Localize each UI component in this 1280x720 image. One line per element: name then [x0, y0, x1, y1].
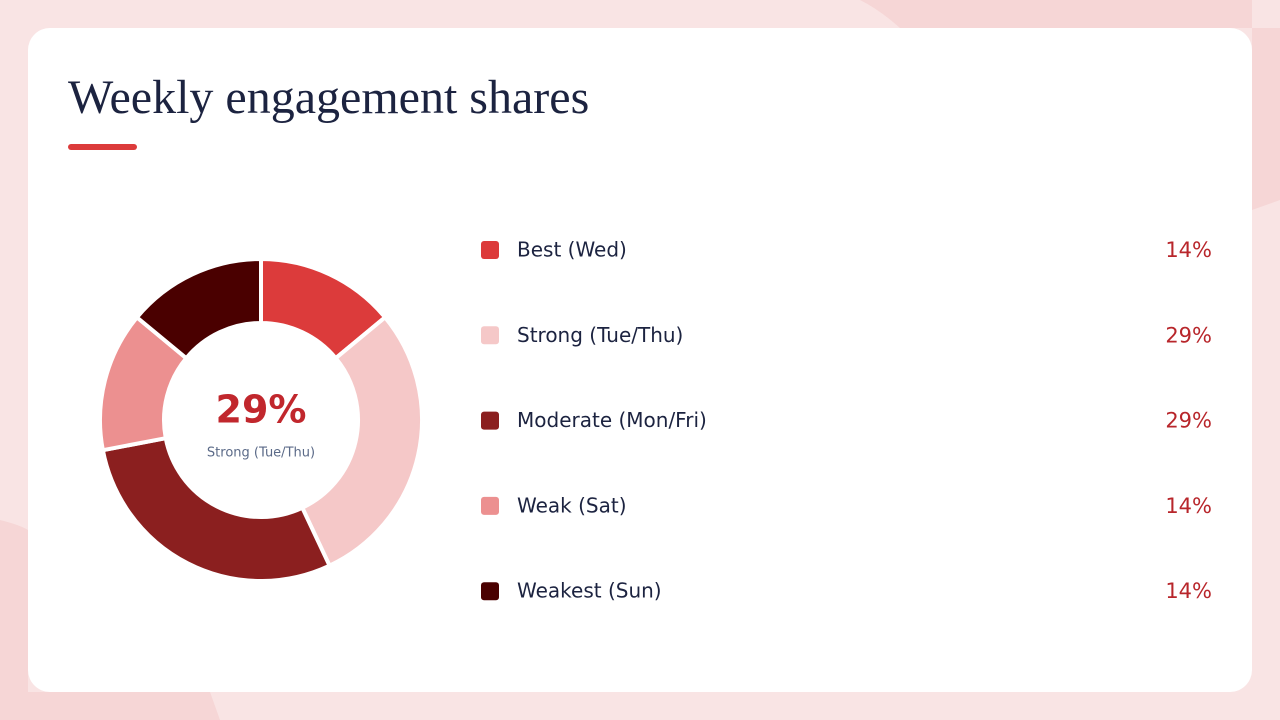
donut-slice [300, 315, 424, 568]
legend-swatch [481, 582, 499, 601]
legend-value: 29% [1165, 323, 1212, 347]
bg-shape [0, 0, 1280, 210]
legend: Best (Wed) 14% Strong (Tue/Thu) 29% Moderate… [481, 238, 1212, 603]
legend-value: 29% [1165, 409, 1212, 433]
chart-title: Weekly engagement shares [68, 71, 589, 124]
legend-swatch [481, 496, 499, 515]
bg-shape [0, 520, 220, 720]
legend-label: Weakest (Sun) [517, 579, 662, 603]
legend-label: Moderate (Mon/Fri) [517, 408, 707, 432]
title-underline [68, 144, 137, 150]
legend-value: 14% [1165, 238, 1212, 262]
center-label: Strong (Tue/Thu) [207, 446, 315, 461]
legend-swatch [481, 411, 499, 430]
legend-value: 14% [1165, 579, 1212, 603]
legend-swatch [481, 241, 499, 259]
legend-value: 14% [1165, 494, 1212, 518]
donut [98, 257, 424, 583]
donut-slice [134, 257, 263, 361]
legend-label: Weak (Sat) [517, 493, 627, 517]
legend-label: Strong (Tue/Thu) [517, 323, 683, 347]
legend-swatch [481, 326, 499, 345]
center-value: 29% [216, 388, 307, 432]
donut-slice [100, 436, 332, 583]
legend-label: Best (Wed) [517, 238, 627, 262]
